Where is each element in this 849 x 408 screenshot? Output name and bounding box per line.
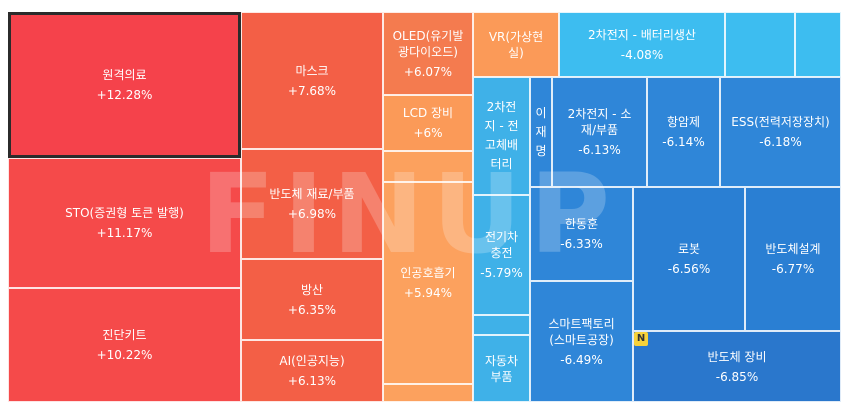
tile-label: 자동차 부품 (484, 353, 519, 384)
tile-battery-production[interactable]: 2차전지 - 배터리생산 -4.08% (559, 12, 725, 77)
tile-sector-small-c[interactable] (725, 12, 795, 77)
tile-label: 2차전지 - 배터리생산 (588, 27, 696, 42)
tile-semiconductor-design[interactable]: 반도체설계 -6.77% (745, 187, 841, 331)
tile-change: -6.49% (560, 352, 603, 367)
tile-label: 전기차 충전 (484, 230, 519, 260)
new-badge: N (634, 332, 648, 346)
tile-change: +7.68% (287, 83, 337, 98)
tile-change: -6.85% (715, 369, 759, 384)
tile-han-dong-hoon[interactable]: 한동훈 -6.33% (530, 187, 633, 281)
tile-sector-small-b[interactable] (383, 384, 473, 402)
tile-diagnostic-kit[interactable]: 진단키트 +10.22% (8, 288, 241, 402)
tile-change: +6.35% (287, 302, 337, 317)
tile-sector-small-d[interactable] (795, 12, 841, 77)
tile-vr[interactable]: VR(가상현 실) (473, 12, 559, 77)
tile-battery-materials[interactable]: 2차전지 - 소 재/부품 -6.13% (552, 77, 647, 187)
tile-label: 인공호흡기 (400, 266, 456, 280)
tile-label: LCD 장비 (402, 106, 454, 120)
tile-smart-factory[interactable]: 스마트팩토리 (스마트공장) -6.49% (530, 281, 633, 402)
tile-solid-state-battery[interactable]: 2차전 지 - 전 고체배 터리 (473, 77, 530, 195)
tile-label: ESS(전력저장장치) (731, 115, 830, 129)
tile-anticancer[interactable]: 항암제 -6.14% (647, 77, 720, 187)
tile-label: 이 재 명 (535, 105, 547, 158)
tile-ess[interactable]: ESS(전력저장장치) -6.18% (720, 77, 841, 187)
tile-label: 반도체설계 (765, 242, 821, 256)
tile-change: -6.77% (771, 262, 815, 276)
tile-change: -6.18% (759, 135, 802, 149)
tile-sto[interactable]: STO(증권형 토큰 발행) +11.17% (8, 158, 241, 288)
tile-ai[interactable]: AI(인공지능) +6.13% (241, 340, 383, 402)
tile-change: -6.14% (662, 135, 705, 149)
tile-lee-jae-myung[interactable]: 이 재 명 (530, 77, 552, 187)
tile-label: 방산 (300, 282, 324, 297)
tile-sector-small-a[interactable] (383, 151, 473, 182)
tile-change: -6.56% (667, 262, 711, 276)
tile-remote-medical[interactable]: 원격의료 +12.28% (8, 12, 241, 158)
tile-label: VR(가상현 실) (488, 29, 544, 60)
tile-label: 원격의료 (102, 68, 147, 82)
tile-label: 마스크 (295, 63, 329, 78)
tile-label: 로봇 (677, 242, 701, 256)
tile-label: 한동훈 (564, 217, 599, 231)
tile-semiconductor-equipment[interactable]: 반도체 장비 -6.85% (633, 331, 841, 402)
tile-change: +5.94% (403, 286, 453, 300)
tile-change: -4.08% (620, 47, 664, 62)
tile-change: +6.13% (287, 374, 337, 388)
tile-change: +10.22% (96, 348, 153, 362)
tile-change: -6.33% (560, 237, 603, 251)
tile-semiconductor-materials[interactable]: 반도체 재료/부품 +6.98% (241, 149, 383, 259)
tile-label: 2차전 지 - 전 고체배 터리 (484, 100, 519, 171)
tile-label: 2차전지 - 소 재/부품 (567, 107, 632, 137)
tile-label: 스마트팩토리 (스마트공장) (548, 316, 615, 347)
tile-label: 반도체 재료/부품 (269, 187, 355, 201)
tile-label: 진단키트 (102, 328, 147, 342)
tile-ev-charging[interactable]: 전기차 충전 -5.79% (473, 195, 530, 315)
tile-mask[interactable]: 마스크 +7.68% (241, 12, 383, 149)
tile-change: +6.98% (287, 207, 337, 221)
tile-lcd-equipment[interactable]: LCD 장비 +6% (383, 95, 473, 151)
tile-label: OLED(유기발 광다이오드) (392, 28, 464, 59)
tile-ventilator[interactable]: 인공호흡기 +5.94% (383, 182, 473, 384)
tile-label: STO(증권형 토큰 발행) (65, 206, 184, 220)
tile-defense[interactable]: 방산 +6.35% (241, 259, 383, 340)
tile-change: +11.17% (96, 226, 153, 240)
tile-robot[interactable]: 로봇 -6.56% (633, 187, 745, 331)
tile-change: +6% (413, 126, 443, 140)
tile-label: 반도체 장비 (707, 349, 767, 364)
tile-label: AI(인공지능) (279, 354, 345, 368)
tile-label: 항암제 (666, 115, 701, 129)
tile-change: +6.07% (403, 64, 453, 79)
tile-change: +12.28% (96, 88, 153, 102)
tile-oled[interactable]: OLED(유기발 광다이오드) +6.07% (383, 12, 473, 95)
tile-change: -6.13% (578, 143, 621, 157)
tile-auto-parts[interactable]: 자동차 부품 (473, 335, 530, 402)
tile-change: -5.79% (480, 266, 523, 280)
tile-sector-small-e[interactable] (473, 315, 530, 335)
